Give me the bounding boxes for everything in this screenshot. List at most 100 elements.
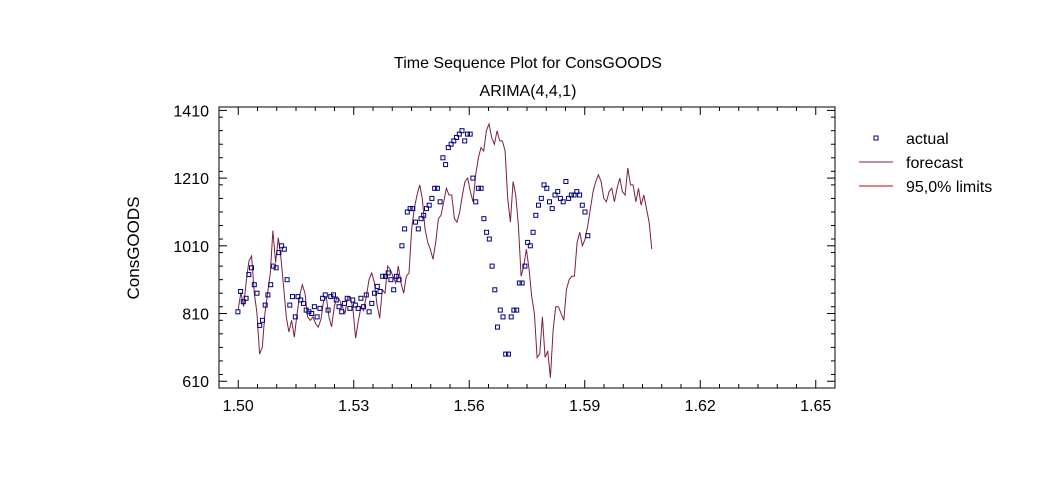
- actual-point: [383, 273, 388, 279]
- actual-point: [473, 199, 479, 205]
- actual-point: [350, 297, 356, 303]
- actual-point: [541, 182, 547, 188]
- actual-point: [281, 246, 287, 252]
- actual-point: [432, 185, 438, 191]
- x-tick-label: 1.65: [800, 398, 831, 415]
- actual-point: [525, 239, 531, 245]
- actual-point: [290, 294, 295, 300]
- actual-point: [451, 138, 457, 144]
- actual-point: [514, 307, 520, 313]
- actual-point: [254, 290, 260, 296]
- legend: actual forecast 95,0% limits: [859, 131, 992, 196]
- y-tick-label: 810: [182, 307, 209, 324]
- actual-point: [497, 307, 503, 313]
- actual-point: [424, 206, 429, 212]
- x-tick-label: 1.53: [338, 398, 369, 415]
- actual-point: [555, 189, 561, 195]
- y-tick-label: 1410: [173, 103, 209, 120]
- actual-point: [511, 307, 517, 313]
- x-tick-label: 1.59: [569, 398, 600, 415]
- actual-point: [273, 265, 279, 271]
- actual-point: [279, 243, 285, 249]
- actual-point: [322, 292, 328, 298]
- actual-point: [268, 282, 274, 288]
- actual-point: [429, 195, 435, 201]
- actual-point: [448, 141, 454, 147]
- actual-point: [377, 289, 383, 294]
- actual-point: [333, 297, 339, 303]
- actual-point: [503, 351, 509, 357]
- actual-point: [506, 351, 511, 357]
- actual-point: [380, 273, 386, 279]
- actual-point: [475, 185, 481, 191]
- actual-point: [484, 229, 490, 235]
- actual-point: [495, 324, 500, 330]
- actual-point: [500, 314, 506, 320]
- actual-point: [440, 155, 446, 161]
- actual-point: [415, 226, 421, 232]
- actual-point: [530, 229, 536, 235]
- actual-point: [445, 145, 451, 151]
- actual-point: [251, 282, 257, 288]
- actual-point: [402, 226, 408, 232]
- actual-point: [317, 305, 323, 311]
- actual-point: [470, 175, 476, 181]
- actual-point: [426, 202, 432, 208]
- actual-point: [238, 289, 244, 294]
- actual-point: [235, 309, 241, 315]
- plot-area: [218, 106, 836, 389]
- actual-point: [385, 270, 391, 276]
- actual-point: [257, 322, 263, 328]
- actual-point: [352, 302, 358, 308]
- actual-point: [454, 135, 459, 140]
- actual-point: [522, 263, 528, 269]
- y-tick-label: 610: [182, 374, 209, 391]
- actual-point: [284, 277, 290, 283]
- y-axis-label: ConsGOODS: [124, 197, 143, 300]
- actual-point: [393, 273, 399, 279]
- actual-point: [459, 128, 465, 134]
- actual-point: [489, 263, 495, 269]
- actual-point: [536, 202, 541, 208]
- actual-point: [557, 195, 563, 201]
- actual-point: [311, 304, 317, 310]
- actual-point: [421, 212, 427, 218]
- actual-point: [574, 189, 580, 195]
- actual-point: [563, 179, 569, 184]
- actual-point: [582, 209, 588, 215]
- actual-point: [342, 300, 347, 306]
- actual-point: [478, 185, 484, 191]
- actual-point: [462, 138, 468, 144]
- actual-point: [265, 292, 271, 298]
- actual-point: [292, 314, 298, 320]
- actual-point: [355, 305, 361, 311]
- actual-point: [243, 295, 249, 301]
- actual-point: [585, 233, 591, 239]
- actual-point: [481, 216, 487, 222]
- actual-point: [418, 216, 424, 222]
- actual-point: [391, 287, 397, 293]
- actual-point: [519, 280, 525, 286]
- actual-point: [404, 209, 410, 215]
- forecast-line: [237, 122, 653, 378]
- actual-point: [566, 195, 572, 201]
- actual-point: [467, 131, 473, 137]
- x-tick-label: 1.56: [454, 398, 485, 415]
- actual-point: [240, 299, 246, 305]
- actual-point: [309, 311, 315, 316]
- actual-point: [571, 192, 577, 198]
- actual-point: [437, 199, 443, 205]
- actual-point: [320, 295, 326, 301]
- actual-point: [533, 212, 539, 218]
- actual-point: [579, 202, 585, 208]
- actual-point: [363, 292, 369, 298]
- actual-point: [344, 295, 350, 301]
- actual-point: [544, 185, 550, 191]
- actual-point: [369, 300, 375, 306]
- actual-point: [527, 243, 533, 249]
- actual-point: [336, 304, 342, 310]
- y-tick-label: 1010: [173, 239, 209, 256]
- actual-point: [314, 314, 320, 320]
- actual-point: [410, 206, 416, 212]
